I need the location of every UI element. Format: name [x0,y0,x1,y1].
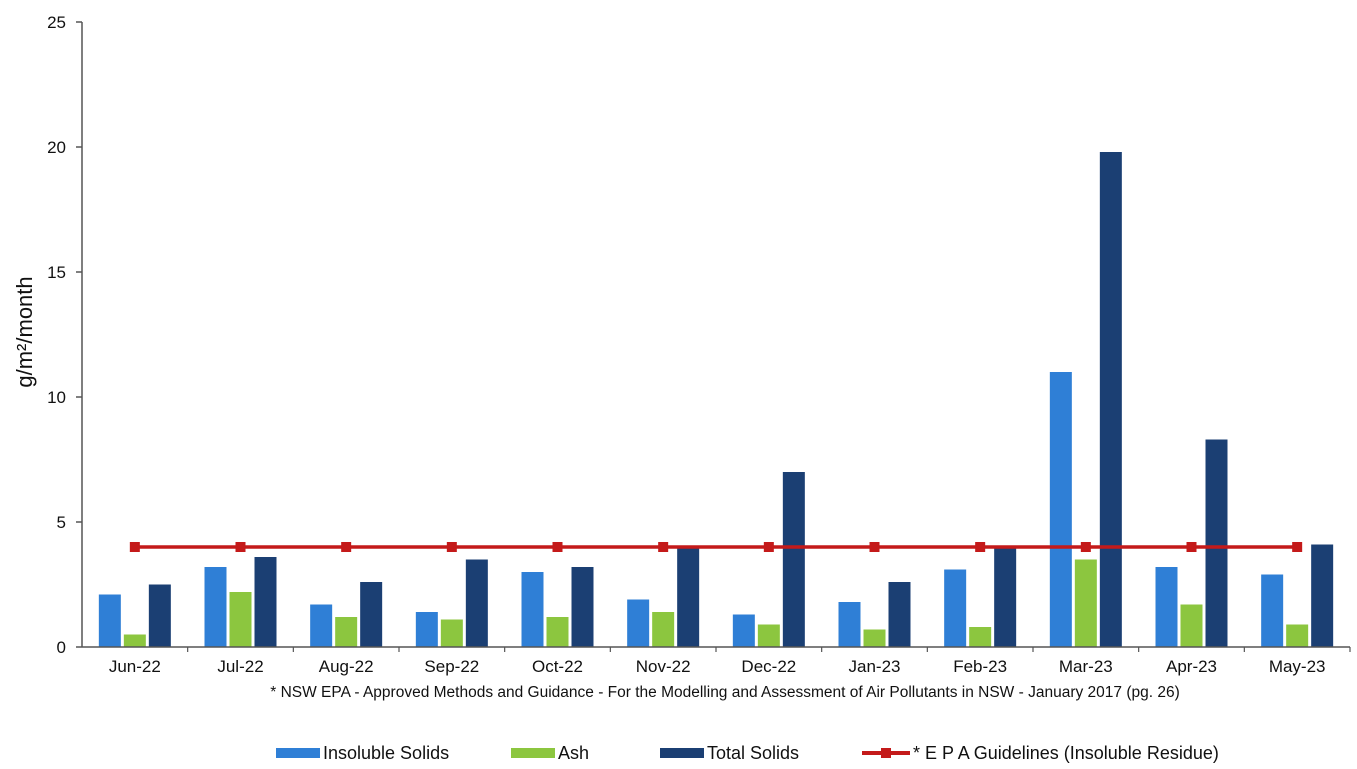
epa-guideline-point-mar-23 [1080,542,1091,552]
y-tick-label: 25 [47,13,66,32]
x-tick-label: Mar-23 [1059,657,1113,676]
bar-insoluble-solids-dec-22 [732,614,755,647]
bar-total-solids-jan-23 [888,582,911,647]
bar-insoluble-solids-apr-23 [1155,567,1178,647]
bar-ash-dec-22 [757,624,780,647]
epa-guideline-point-oct-22 [552,542,563,552]
y-tick-label: 15 [47,263,66,282]
bar-total-solids-oct-22 [571,567,594,647]
bar-ash-apr-23 [1180,604,1203,647]
x-tick-label: Feb-23 [953,657,1007,676]
x-axis-ticks: Jun-22 Jul-22 Aug-22 Sep-22 Oct-22 Nov-22 Dec-… [109,647,1351,676]
epa-guideline-point-sep-22 [446,542,457,552]
bar-ash-aug-22 [335,617,358,647]
x-tick-label: Aug-22 [319,657,374,676]
bar-insoluble-solids-jun-22 [98,594,121,647]
bar-total-solids-sep-22 [465,559,488,647]
bar-insoluble-solids-aug-22 [310,604,333,647]
bar-total-solids-nov-22 [677,547,700,647]
x-tick-label: Jun-22 [109,657,161,676]
y-tick-label: 0 [57,638,66,657]
x-tick-label: Jan-23 [849,657,901,676]
legend-label-total-solids: Total Solids [707,743,799,763]
bar-ash-oct-22 [546,617,569,647]
legend-label-insoluble-solids: Insoluble Solids [323,743,449,763]
x-tick-label: May-23 [1269,657,1326,676]
bar-total-solids-feb-23 [994,547,1017,647]
epa-guideline-point-apr-23 [1186,542,1197,552]
x-tick-label: Sep-22 [424,657,479,676]
epa-guideline-point-dec-22 [763,542,774,552]
y-tick-label: 10 [47,388,66,407]
legend-label-ash: Ash [558,743,589,763]
bar-insoluble-solids-mar-23 [1049,372,1072,647]
chart-bars [98,152,1334,647]
epa-guideline-point-aug-22 [341,542,352,552]
epa-guideline-point-jun-22 [129,542,140,552]
legend-label-e-p-a-guidelines-insoluble-residue: * E P A Guidelines (Insoluble Residue) [913,743,1219,763]
bar-insoluble-solids-jan-23 [838,602,861,647]
bar-ash-feb-23 [969,627,992,647]
bar-ash-jul-22 [229,592,252,647]
bar-insoluble-solids-jul-22 [204,567,227,647]
bar-total-solids-apr-23 [1205,439,1228,647]
bar-insoluble-solids-feb-23 [944,569,967,647]
bar-ash-may-23 [1286,624,1309,647]
bar-ash-jun-22 [123,634,146,647]
bar-total-solids-dec-22 [782,472,805,647]
bar-total-solids-may-23 [1311,544,1334,647]
epa-guideline-point-may-23 [1292,542,1303,552]
y-axis-ticks: 0 5 10 15 20 25 [47,13,82,657]
epa-guideline-point-jul-22 [235,542,246,552]
bar-total-solids-jul-22 [254,557,277,647]
bar-ash-sep-22 [440,619,463,647]
legend-swatch-total-solids [660,748,704,758]
bar-total-solids-mar-23 [1099,152,1122,647]
legend-swatch-ash [511,748,555,758]
y-tick-label: 20 [47,138,66,157]
x-tick-label: Apr-23 [1166,657,1217,676]
bar-insoluble-solids-may-23 [1261,574,1284,647]
chart-legend: Insoluble Solids Ash Total Solids * E P A G… [276,743,1219,763]
epa-guideline-point-nov-22 [658,542,669,552]
epa-guideline-line [129,542,1303,552]
x-tick-label: Jul-22 [217,657,263,676]
bar-ash-nov-22 [652,612,675,647]
bar-total-solids-jun-22 [148,584,171,647]
x-tick-label: Nov-22 [636,657,691,676]
x-tick-label: Dec-22 [741,657,796,676]
epa-guideline-point-feb-23 [975,542,986,552]
bar-insoluble-solids-oct-22 [521,572,544,647]
bar-ash-jan-23 [863,629,886,647]
y-tick-label: 5 [57,513,66,532]
bar-insoluble-solids-nov-22 [627,599,650,647]
bar-total-solids-aug-22 [360,582,383,647]
bar-ash-mar-23 [1074,559,1097,647]
x-tick-label: Oct-22 [532,657,583,676]
legend-marker-e-p-a-guidelines-insoluble-residue [881,748,891,758]
chart-footnote: * NSW EPA - Approved Methods and Guidanc… [270,684,1180,701]
legend-swatch-insoluble-solids [276,748,320,758]
bar-insoluble-solids-sep-22 [415,612,438,647]
y-axis-title: g/m²/month [12,276,37,387]
epa-guideline-point-jan-23 [869,542,880,552]
